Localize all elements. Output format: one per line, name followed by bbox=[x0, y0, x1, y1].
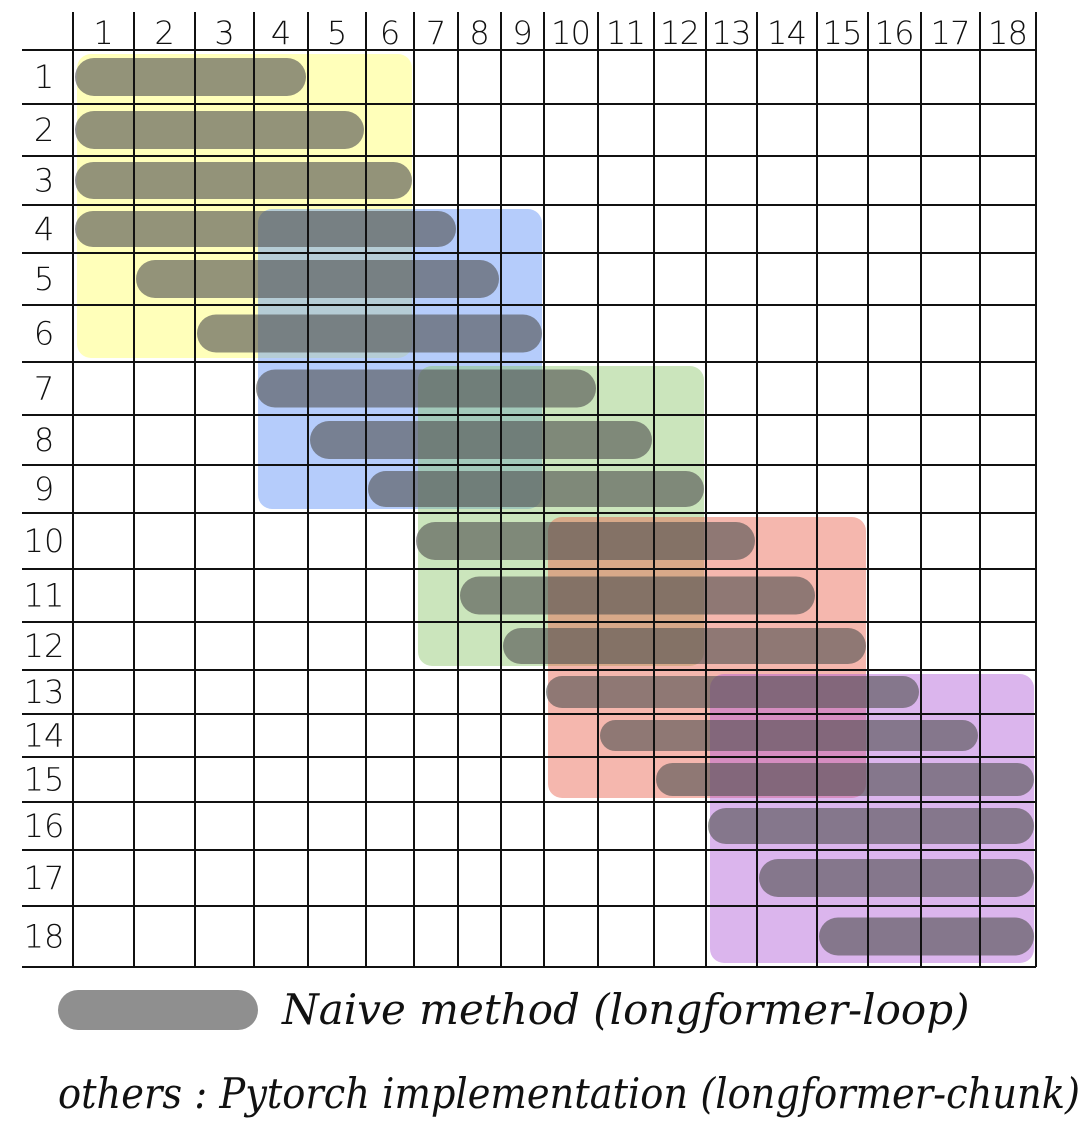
naive-bar-row-17 bbox=[759, 859, 1034, 897]
column-label: 12 bbox=[660, 14, 700, 52]
column-label: 10 bbox=[551, 14, 591, 52]
naive-bar-row-14 bbox=[600, 720, 978, 751]
column-label: 11 bbox=[606, 14, 646, 52]
legend-naive-label: Naive method (longformer-loop) bbox=[281, 985, 969, 1034]
naive-bar-row-7 bbox=[256, 369, 596, 408]
row-label: 9 bbox=[34, 470, 54, 508]
row-label: 2 bbox=[34, 111, 54, 149]
legend-naive-swatch bbox=[58, 990, 258, 1030]
column-label: 8 bbox=[469, 14, 489, 52]
row-label: 18 bbox=[24, 918, 65, 956]
row-label: 17 bbox=[24, 859, 65, 897]
column-label: 14 bbox=[767, 14, 807, 52]
column-label: 5 bbox=[327, 14, 347, 52]
row-label: 10 bbox=[24, 522, 65, 560]
column-label: 18 bbox=[988, 14, 1028, 52]
row-label: 11 bbox=[24, 577, 65, 615]
column-label: 4 bbox=[271, 14, 291, 52]
naive-bar-row-2 bbox=[75, 111, 364, 149]
column-label: 1 bbox=[93, 14, 113, 52]
naive-bar-row-10 bbox=[416, 522, 755, 560]
naive-bar-row-1 bbox=[75, 58, 306, 96]
naive-bar-row-3 bbox=[75, 162, 412, 199]
row-label: 14 bbox=[24, 717, 65, 755]
column-label: 16 bbox=[875, 14, 915, 52]
column-label: 17 bbox=[931, 14, 971, 52]
column-label: 15 bbox=[823, 14, 863, 52]
row-label: 6 bbox=[34, 315, 54, 353]
naive-bar-row-5 bbox=[136, 260, 499, 298]
naive-bar-row-8 bbox=[310, 421, 652, 459]
naive-bar-row-6 bbox=[197, 314, 542, 353]
naive-bar-row-16 bbox=[708, 808, 1034, 844]
column-label: 13 bbox=[712, 14, 752, 52]
row-label: 7 bbox=[34, 370, 54, 408]
column-label: 3 bbox=[214, 14, 234, 52]
column-label: 6 bbox=[380, 14, 400, 52]
row-label: 5 bbox=[34, 260, 54, 298]
naive-bar-layer bbox=[75, 58, 1034, 956]
column-label: 7 bbox=[426, 14, 446, 52]
row-label: 12 bbox=[24, 627, 65, 665]
grid-lines bbox=[22, 12, 1037, 968]
row-label: 1 bbox=[34, 58, 54, 96]
row-label: 16 bbox=[24, 807, 65, 845]
row-label: 13 bbox=[24, 673, 65, 711]
naive-bar-row-4 bbox=[75, 211, 456, 247]
legend-others-label: others : Pytorch implementation (longfor… bbox=[58, 1069, 1080, 1118]
naive-bar-row-11 bbox=[460, 576, 815, 615]
naive-bar-row-18 bbox=[819, 917, 1034, 956]
naive-bar-row-12 bbox=[503, 628, 866, 664]
row-label: 8 bbox=[34, 421, 54, 459]
row-label: 4 bbox=[34, 210, 54, 248]
naive-bar-row-13 bbox=[546, 676, 919, 708]
naive-bar-row-15 bbox=[656, 763, 1034, 796]
row-label: 15 bbox=[24, 761, 65, 799]
grid-labels: 1 2 3 4 5 6 7 8 9 10 11 12 13 14 15 16 17 181234567891011… bbox=[24, 14, 1028, 956]
column-label: 2 bbox=[154, 14, 174, 52]
row-label: 3 bbox=[34, 162, 54, 200]
legend: Naive method (longformer-loop) others : … bbox=[58, 985, 1080, 1118]
naive-bar-row-9 bbox=[368, 471, 704, 507]
column-label: 9 bbox=[512, 14, 532, 52]
